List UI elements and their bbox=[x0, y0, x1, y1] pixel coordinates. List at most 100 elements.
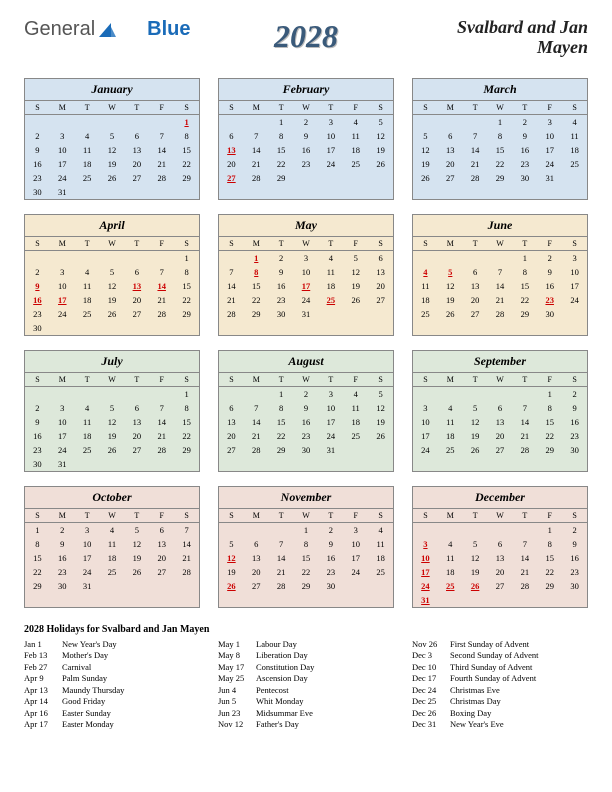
holiday-name: Carnival bbox=[62, 662, 91, 673]
day-cell: 13 bbox=[219, 143, 244, 157]
dow-label: M bbox=[438, 373, 463, 386]
day-cell: 24 bbox=[318, 157, 343, 171]
day-cell: 3 bbox=[50, 129, 75, 143]
day-cell: 22 bbox=[512, 293, 537, 307]
holiday-row: Dec 3Second Sunday of Advent bbox=[412, 650, 588, 661]
holiday-date: Dec 26 bbox=[412, 708, 450, 719]
month-november: NovemberSMTWTFS1234567891011121314151617… bbox=[218, 486, 394, 608]
month-header: April bbox=[25, 215, 199, 237]
day-cell: 25 bbox=[75, 171, 100, 185]
day-cell: 24 bbox=[537, 157, 562, 171]
holiday-date: Feb 13 bbox=[24, 650, 62, 661]
day-empty bbox=[244, 523, 269, 537]
holiday-date: May 1 bbox=[218, 639, 256, 650]
day-cell: 23 bbox=[294, 157, 319, 171]
day-cell: 26 bbox=[368, 429, 393, 443]
day-cell: 20 bbox=[219, 429, 244, 443]
day-cell: 14 bbox=[174, 537, 199, 551]
day-cell: 19 bbox=[100, 157, 125, 171]
day-cell: 7 bbox=[149, 129, 174, 143]
day-cell: 16 bbox=[25, 157, 50, 171]
day-cell: 27 bbox=[219, 443, 244, 457]
day-cell: 27 bbox=[244, 579, 269, 593]
day-cell: 6 bbox=[488, 537, 513, 551]
dow-label: M bbox=[244, 237, 269, 250]
dow-label: W bbox=[100, 373, 125, 386]
holiday-row: Jun 23Midsummar Eve bbox=[218, 708, 394, 719]
holiday-column: Jan 1New Year's DayFeb 13Mother's DayFeb… bbox=[24, 639, 200, 731]
day-cell: 4 bbox=[368, 523, 393, 537]
day-cell: 10 bbox=[318, 129, 343, 143]
day-cell: 17 bbox=[50, 429, 75, 443]
day-cell: 26 bbox=[463, 579, 488, 593]
dow-label: T bbox=[75, 373, 100, 386]
day-cell: 20 bbox=[488, 565, 513, 579]
dow-label: F bbox=[537, 237, 562, 250]
holiday-date: Dec 3 bbox=[412, 650, 450, 661]
day-cell: 24 bbox=[413, 443, 438, 457]
day-cell: 20 bbox=[149, 551, 174, 565]
dow-row: SMTWTFS bbox=[413, 509, 587, 523]
day-cell: 25 bbox=[438, 579, 463, 593]
day-cell: 12 bbox=[438, 279, 463, 293]
dow-row: SMTWTFS bbox=[219, 373, 393, 387]
day-cell: 4 bbox=[438, 537, 463, 551]
day-cell: 15 bbox=[244, 279, 269, 293]
holiday-date: Dec 31 bbox=[412, 719, 450, 730]
day-cell: 25 bbox=[343, 429, 368, 443]
day-cell: 31 bbox=[318, 443, 343, 457]
day-cell: 12 bbox=[368, 129, 393, 143]
holiday-date: Jun 4 bbox=[218, 685, 256, 696]
holiday-row: May 25Ascension Day bbox=[218, 673, 394, 684]
day-cell: 11 bbox=[75, 143, 100, 157]
day-cell: 28 bbox=[149, 171, 174, 185]
day-cell: 12 bbox=[219, 551, 244, 565]
dow-label: W bbox=[100, 101, 125, 114]
day-cell: 16 bbox=[269, 279, 294, 293]
holiday-row: Feb 27Carnival bbox=[24, 662, 200, 673]
day-cell: 19 bbox=[438, 293, 463, 307]
day-cell: 17 bbox=[50, 293, 75, 307]
day-cell: 30 bbox=[269, 307, 294, 321]
day-cell: 24 bbox=[343, 565, 368, 579]
holiday-date: Jun 5 bbox=[218, 696, 256, 707]
day-cell: 15 bbox=[174, 143, 199, 157]
day-cell: 12 bbox=[124, 537, 149, 551]
holiday-name: Easter Monday bbox=[62, 719, 114, 730]
dow-label: T bbox=[318, 101, 343, 114]
day-cell: 22 bbox=[25, 565, 50, 579]
holiday-row: Dec 26Boxing Day bbox=[412, 708, 588, 719]
day-cell: 7 bbox=[149, 401, 174, 415]
day-empty bbox=[100, 251, 125, 265]
day-cell: 20 bbox=[438, 157, 463, 171]
day-cell: 3 bbox=[537, 115, 562, 129]
holiday-name: First Sunday of Advent bbox=[450, 639, 529, 650]
day-empty bbox=[124, 115, 149, 129]
day-cell: 22 bbox=[174, 157, 199, 171]
day-cell: 2 bbox=[294, 115, 319, 129]
day-cell: 2 bbox=[512, 115, 537, 129]
day-cell: 30 bbox=[50, 579, 75, 593]
day-cell: 1 bbox=[174, 115, 199, 129]
day-cell: 13 bbox=[124, 415, 149, 429]
day-cell: 17 bbox=[413, 565, 438, 579]
day-cell: 14 bbox=[512, 415, 537, 429]
day-cell: 2 bbox=[50, 523, 75, 537]
holiday-name: Palm Sunday bbox=[62, 673, 107, 684]
day-cell: 13 bbox=[219, 415, 244, 429]
day-cell: 8 bbox=[244, 265, 269, 279]
dow-label: F bbox=[149, 373, 174, 386]
holiday-row: Dec 24Christmas Eve bbox=[412, 685, 588, 696]
day-cell: 9 bbox=[25, 143, 50, 157]
day-cell: 11 bbox=[438, 415, 463, 429]
dow-row: SMTWTFS bbox=[219, 237, 393, 251]
day-cell: 19 bbox=[463, 429, 488, 443]
dow-label: M bbox=[438, 509, 463, 522]
month-july: JulySMTWTFS12345678910111213141516171819… bbox=[24, 350, 200, 472]
day-cell: 24 bbox=[50, 171, 75, 185]
day-cell: 11 bbox=[368, 537, 393, 551]
day-cell: 5 bbox=[438, 265, 463, 279]
day-cell: 25 bbox=[368, 565, 393, 579]
day-empty bbox=[463, 523, 488, 537]
day-cell: 11 bbox=[343, 401, 368, 415]
